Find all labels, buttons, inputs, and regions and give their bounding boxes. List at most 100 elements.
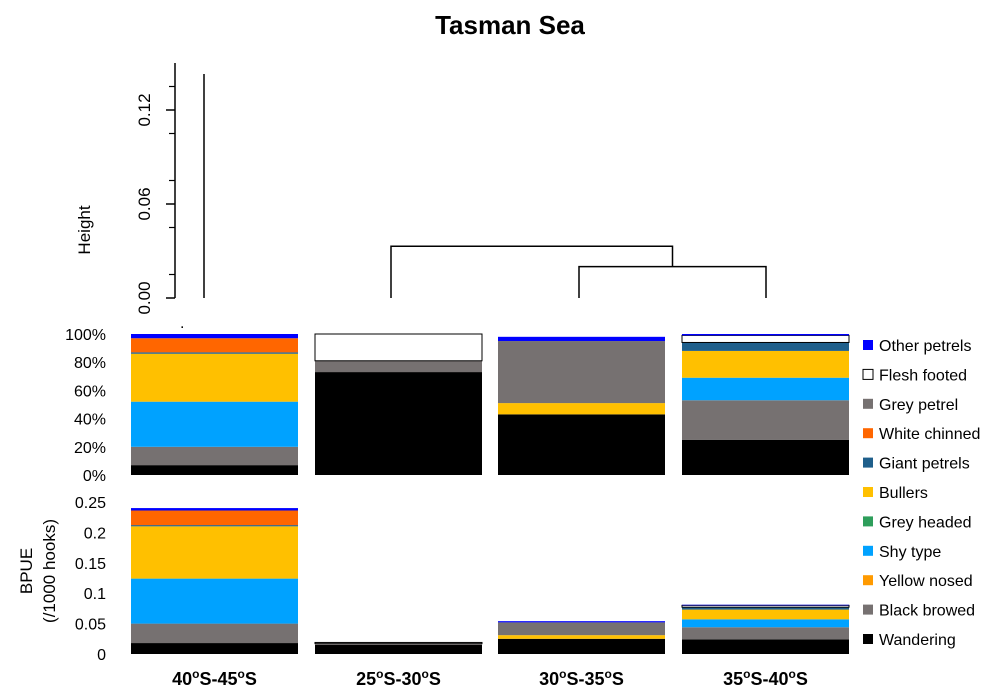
bpue-bar-wandering: [682, 639, 849, 654]
bpue-bar-wandering: [131, 643, 298, 654]
legend-label-other-petrels: Other petrels: [879, 338, 971, 355]
category-label: 25oS-30oS: [356, 667, 441, 689]
percent-bar-black-browed: [131, 446, 298, 466]
bpue-bar-black-browed: [315, 643, 482, 645]
bpue-y-label: BPUE: [17, 548, 36, 594]
bpue-bar-flesh-footed: [314, 641, 483, 645]
legend-swatch-flesh-footed: [862, 368, 874, 380]
chart-title: Tasman Sea: [435, 10, 585, 40]
legend-label-shy-type: Shy type: [879, 544, 941, 561]
category-label-part: S: [612, 669, 624, 689]
legend-swatch-wandering: [863, 634, 873, 644]
percent-bar-wandering: [682, 439, 849, 475]
category-label-part: o: [789, 667, 796, 681]
category-label: 35oS-40oS: [723, 667, 808, 689]
percent-bar-bullers: [498, 403, 665, 415]
category-label-part: S: [429, 669, 441, 689]
category-label-part: o: [376, 667, 383, 681]
percent-bar-shy-type: [682, 377, 849, 401]
category-label-part: o: [238, 667, 245, 681]
category-label: 30oS-35oS: [539, 667, 624, 689]
bpue-bar-other-petrels: [682, 604, 849, 606]
percent-bar-black-browed: [315, 360, 482, 373]
percent-bar-flesh-footed: [681, 334, 850, 343]
bpue-tick-label: 0.25: [75, 495, 106, 512]
bpue-bar-chart: BPUE (/1000 hooks) 0 0.05 0.1 0.15 0.2 0.25: [17, 495, 850, 664]
legend-swatch-yellow-nosed: [863, 575, 873, 586]
bpue-bar-bullers: [131, 526, 298, 579]
bpue-bar-giant-petrels: [131, 525, 298, 527]
dendrogram: Height 0.00 0.06 0.12 .: [75, 63, 767, 332]
bpue-tick-label: 0.1: [84, 586, 106, 603]
percent-bar-wandering: [315, 372, 482, 475]
category-label-part: S-30: [383, 669, 421, 689]
bpue-y-label-units: (/1000 hooks): [40, 519, 59, 623]
axis-stub-mark: .: [180, 315, 184, 332]
legend-label-grey-petrel: Grey petrel: [879, 397, 958, 414]
category-label-part: 35: [723, 669, 743, 689]
category-label-part: o: [605, 667, 612, 681]
percent-bar-other-petrels: [682, 334, 849, 336]
dendrogram-y-label: Height: [75, 205, 94, 254]
bpue-bar-giant-petrels: [682, 607, 849, 610]
legend-label-flesh-footed: Flesh footed: [879, 367, 967, 384]
bpue-bar-shy-type: [682, 619, 849, 628]
percent-tick-label: 0%: [83, 468, 106, 485]
category-label-part: S: [245, 669, 257, 689]
percent-bar-black-browed: [682, 400, 849, 440]
category-label-part: 30: [539, 669, 559, 689]
percent-bar-shy-type: [131, 401, 298, 447]
percent-bar-giant-petrels: [682, 342, 849, 351]
bpue-bar-grey-petrel: [498, 622, 665, 636]
percent-bars: [131, 333, 850, 475]
dendrogram-ticks: 0.00 0.06 0.12: [135, 85, 175, 315]
bpue-bars: [131, 508, 850, 654]
dendrogram-tick-label: 0.06: [135, 187, 154, 220]
dendrogram-link: [578, 265, 767, 298]
bpue-bar-other-petrels: [498, 621, 665, 623]
bpue-bar-other-petrels: [131, 508, 298, 511]
percent-bar-bullers: [682, 350, 849, 378]
bpue-bar-black-browed: [131, 623, 298, 644]
bpue-bar-bullers: [498, 635, 665, 639]
category-label-part: 40: [172, 669, 192, 689]
legend-label-white-chinned: White chinned: [879, 426, 980, 443]
legend-swatch-giant-petrels: [863, 457, 873, 468]
percent-tick-label: 60%: [74, 383, 106, 400]
legend-label-yellow-nosed: Yellow nosed: [879, 573, 973, 590]
percent-bar-wandering: [498, 414, 665, 475]
category-label-part: S-45: [199, 669, 237, 689]
legend-label-grey-headed: Grey headed: [879, 514, 972, 531]
percent-bar-chart: 0% 20% 40% 60% 80% 100%: [65, 327, 850, 485]
dendrogram-tick-label: 0.12: [135, 93, 154, 126]
category-label: 40oS-45oS: [172, 667, 257, 689]
category-label-part: S-40: [750, 669, 788, 689]
percent-ticks: 0% 20% 40% 60% 80% 100%: [65, 327, 106, 485]
category-label-part: o: [559, 667, 566, 681]
dendrogram-links: [203, 73, 767, 298]
percent-bar-wandering: [131, 465, 298, 475]
bpue-bar-wandering: [315, 644, 482, 654]
bpue-bar-black-browed: [682, 627, 849, 640]
category-label-part: o: [422, 667, 429, 681]
percent-bar-other-petrels: [131, 334, 298, 339]
dendrogram-link: [390, 245, 674, 298]
legend-label-wandering: Wandering: [879, 632, 956, 649]
legend-swatch-black-browed: [863, 604, 873, 615]
category-label-part: 25: [356, 669, 376, 689]
bpue-bar-wandering: [498, 638, 665, 654]
category-label-part: o: [192, 667, 199, 681]
legend-swatch-grey-petrel: [863, 398, 873, 409]
bpue-tick-label: 0.05: [75, 617, 106, 634]
category-label-part: S-35: [566, 669, 604, 689]
percent-tick-label: 80%: [74, 355, 106, 372]
percent-bar-other-petrels: [498, 336, 665, 342]
legend-swatch-white-chinned: [863, 428, 873, 439]
bpue-bar-shy-type: [131, 578, 298, 624]
bpue-ticks: 0 0.05 0.1 0.15 0.2 0.25: [75, 495, 106, 664]
percent-bar-white-chinned: [131, 338, 298, 353]
legend-label-black-browed: Black browed: [879, 603, 975, 620]
dendrogram-tick-label: 0.00: [135, 281, 154, 314]
legend-swatch-grey-headed: [863, 516, 873, 527]
